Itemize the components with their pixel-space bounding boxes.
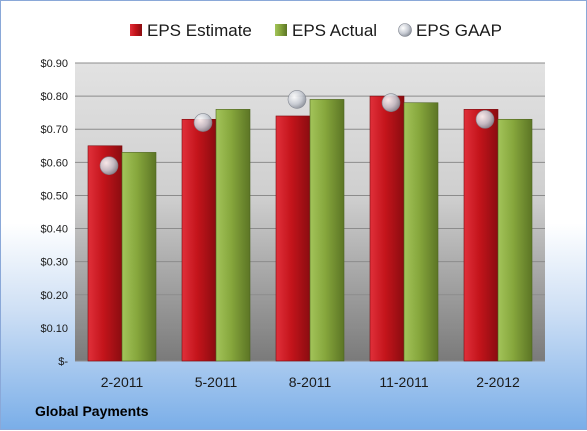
bar-eps-actual — [121, 152, 157, 362]
legend-label: EPS GAAP — [416, 21, 502, 40]
legend-swatch-eps-estimate — [130, 24, 142, 36]
company-label: Global Payments — [35, 403, 149, 419]
y-tick-label: $0.10 — [40, 323, 68, 335]
marker-eps-gaap — [99, 156, 119, 175]
x-category-label: 11-2011 — [379, 374, 429, 390]
y-tick-label: $0.50 — [40, 190, 68, 202]
legend-swatch-eps-actual — [275, 24, 287, 36]
x-category-label: 8-2011 — [289, 374, 332, 390]
bar-eps-estimate — [369, 95, 405, 362]
bar-eps-actual — [309, 99, 345, 362]
x-category-label: 2-2011 — [101, 374, 144, 390]
y-tick-label: $0.20 — [40, 290, 68, 302]
legend: EPS Estimate EPS Actual EPS GAAP — [130, 21, 502, 40]
y-tick-label: $0.40 — [40, 224, 68, 236]
marker-eps-gaap — [381, 93, 401, 113]
bar-eps-estimate — [181, 118, 217, 362]
x-category-label: 5-2011 — [195, 374, 238, 390]
y-tick-label: $0.60 — [40, 157, 68, 169]
y-tick-label: $0.80 — [40, 91, 68, 103]
y-tick-label: $- — [58, 356, 68, 368]
y-axis-ticks: $- $0.10 $0.20 $0.30 $0.40 $0.50 $0.60 $0.70 $0.… — [40, 58, 68, 368]
legend-swatch-eps-gaap — [398, 23, 412, 37]
legend-label: EPS Actual — [292, 21, 377, 40]
marker-eps-gaap — [193, 113, 213, 132]
bar-eps-actual — [497, 118, 533, 362]
bar-eps-actual — [215, 109, 251, 362]
bar-eps-estimate — [87, 145, 123, 362]
bar-eps-estimate — [275, 115, 311, 362]
bars — [87, 90, 533, 362]
bar-eps-actual — [403, 102, 439, 362]
y-tick-label: $0.30 — [40, 257, 68, 269]
x-axis-labels: 2-2011 5-2011 8-2011 11-2011 2-2012 — [101, 374, 520, 390]
legend-label: EPS Estimate — [147, 21, 252, 40]
y-tick-label: $0.90 — [40, 58, 68, 70]
marker-eps-gaap — [287, 90, 307, 109]
marker-eps-gaap — [475, 109, 495, 129]
y-tick-label: $0.70 — [40, 124, 68, 136]
bar-eps-estimate — [463, 109, 499, 362]
x-category-label: 2-2012 — [476, 374, 520, 390]
